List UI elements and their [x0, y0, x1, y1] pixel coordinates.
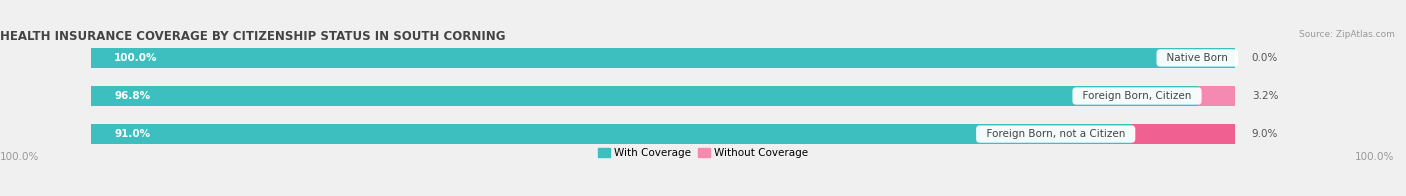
Text: 0.0%: 0.0%	[1251, 53, 1278, 63]
Bar	[91, 86, 1234, 106]
Text: 91.0%: 91.0%	[114, 129, 150, 139]
Bar	[91, 124, 1132, 144]
Legend: With Coverage, Without Coverage: With Coverage, Without Coverage	[593, 144, 813, 162]
Text: 96.8%: 96.8%	[114, 91, 150, 101]
Text: Source: ZipAtlas.com: Source: ZipAtlas.com	[1299, 30, 1395, 39]
Bar	[91, 48, 1234, 68]
Text: Native Born: Native Born	[1160, 53, 1234, 63]
Bar	[1198, 86, 1234, 106]
Text: HEALTH INSURANCE COVERAGE BY CITIZENSHIP STATUS IN SOUTH CORNING: HEALTH INSURANCE COVERAGE BY CITIZENSHIP…	[0, 30, 506, 43]
Text: Foreign Born, Citizen: Foreign Born, Citizen	[1076, 91, 1198, 101]
Text: 100.0%: 100.0%	[1355, 152, 1395, 162]
Bar	[91, 48, 1234, 68]
Text: 100.0%: 100.0%	[0, 152, 39, 162]
Text: Foreign Born, not a Citizen: Foreign Born, not a Citizen	[980, 129, 1132, 139]
Text: 3.2%: 3.2%	[1251, 91, 1278, 101]
Bar	[91, 86, 1198, 106]
Bar	[91, 124, 1234, 144]
Text: 9.0%: 9.0%	[1251, 129, 1278, 139]
Bar	[1132, 124, 1234, 144]
Text: 100.0%: 100.0%	[114, 53, 157, 63]
